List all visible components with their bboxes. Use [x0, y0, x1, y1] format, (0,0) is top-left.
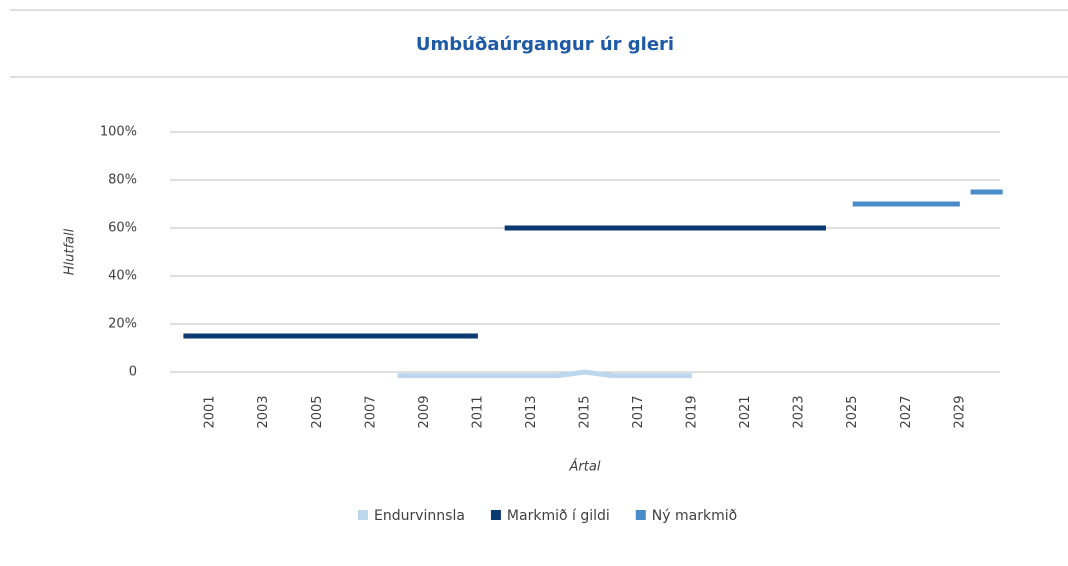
y-tick-label: 40%: [108, 269, 137, 284]
x-axis-title: Ártal: [569, 459, 601, 475]
x-tick-label: 2027: [899, 395, 914, 428]
x-tick-label: 2001: [203, 395, 218, 428]
x-tick-label: 2013: [524, 395, 539, 428]
y-axis-title: Hlutfall: [63, 228, 78, 275]
x-tick-label: 2005: [310, 395, 325, 428]
x-tick-label: 2015: [578, 395, 593, 428]
x-tick-label: 2009: [417, 395, 432, 428]
y-tick-label: 0: [129, 365, 137, 380]
legend-label: Markmið í gildi: [507, 508, 610, 524]
x-tick-label: 2023: [792, 395, 807, 428]
legend-label: Ný markmið: [652, 508, 737, 524]
legend-label: Endurvinnsla: [374, 508, 465, 524]
x-tick-label: 2011: [470, 395, 485, 428]
y-tick-label: 20%: [108, 317, 137, 332]
series-line: [183, 225, 826, 339]
legend-swatch: [358, 510, 368, 520]
x-tick-label: 2007: [363, 395, 378, 428]
y-tick-label: 100%: [100, 125, 137, 140]
x-tick-label: 2003: [256, 395, 271, 428]
chart-title: Umbúðaúrgangur úr gleri: [416, 34, 674, 55]
legend-swatch: [490, 510, 501, 520]
series-line: [397, 369, 693, 379]
x-tick-label: 2019: [685, 395, 700, 428]
x-tick-label: 2017: [631, 395, 646, 428]
x-tick-label: 2029: [952, 395, 967, 428]
y-tick-label: 80%: [108, 173, 137, 188]
series-line: [852, 189, 1003, 207]
x-tick-label: 2025: [845, 395, 860, 428]
legend-swatch: [635, 510, 646, 520]
x-tick-label: 2021: [738, 395, 753, 428]
y-tick-label: 60%: [108, 221, 137, 236]
